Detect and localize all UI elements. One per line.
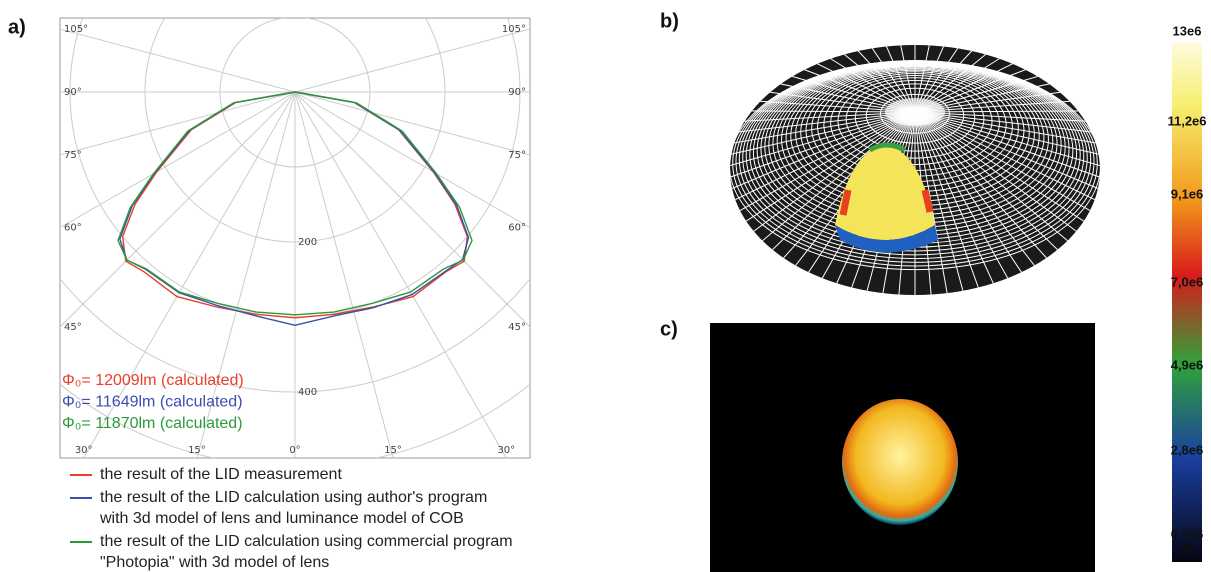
theta-tick-label: 60° (508, 223, 526, 234)
flux-annotation: Φ₀= 11870lm (calculated) (62, 415, 243, 432)
legend-entry: the result of the LID calculation using … (100, 533, 513, 571)
r-tick-label: 400 (298, 387, 317, 398)
colorbar-label: 0,7e6 (1171, 526, 1204, 541)
luminance-image (710, 323, 1095, 572)
panel-label: b) (660, 10, 679, 32)
theta-tick-label: 30° (497, 445, 515, 456)
legend-entry: the result of the LID measurement (100, 466, 342, 483)
legend-entry: the result of the LID calculation using … (99, 489, 487, 527)
theta-tick-label: 15° (384, 445, 402, 456)
flux-annotation: Φ₀= 11649lm (calculated) (62, 394, 243, 411)
figure: a) b) c) 13e6 11,2e6 9,1e6 7,0e6 4,9e6 2,8e6 0… (0, 0, 1211, 572)
colorbar-label: 11,2e6 (1167, 113, 1206, 128)
theta-tick-label: 105° (64, 24, 88, 35)
theta-tick-label: 90° (64, 87, 82, 98)
colorbar-label: 7,0e6 (1171, 274, 1204, 289)
theta-tick-label: 30° (75, 445, 93, 456)
colorbar-label: 0 (1183, 540, 1190, 555)
colorbar-label: 9,1e6 (1171, 186, 1204, 201)
luminance-sphere (715, 30, 1115, 310)
theta-tick-label: 105° (502, 24, 526, 35)
theta-tick-label: 60° (64, 223, 82, 234)
r-tick-label: 200 (298, 237, 317, 248)
theta-tick-label: 45° (508, 322, 526, 333)
panel-label: c) (660, 318, 678, 340)
colorbar-label: 4,9e6 (1171, 357, 1204, 372)
theta-tick-label: 90° (508, 87, 526, 98)
theta-tick-label: 75° (64, 150, 82, 161)
theta-tick-label: 15° (188, 445, 206, 456)
panel-label: a) (8, 16, 26, 38)
colorbar-label: 2,8e6 (1171, 442, 1204, 457)
theta-tick-label: 0° (289, 445, 300, 456)
theta-tick-label: 45° (64, 322, 82, 333)
theta-tick-label: 75° (508, 150, 526, 161)
colorbar-label: 13e6 (1173, 23, 1202, 38)
flux-annotation: Φ₀= 12009lm (calculated) (62, 372, 244, 389)
